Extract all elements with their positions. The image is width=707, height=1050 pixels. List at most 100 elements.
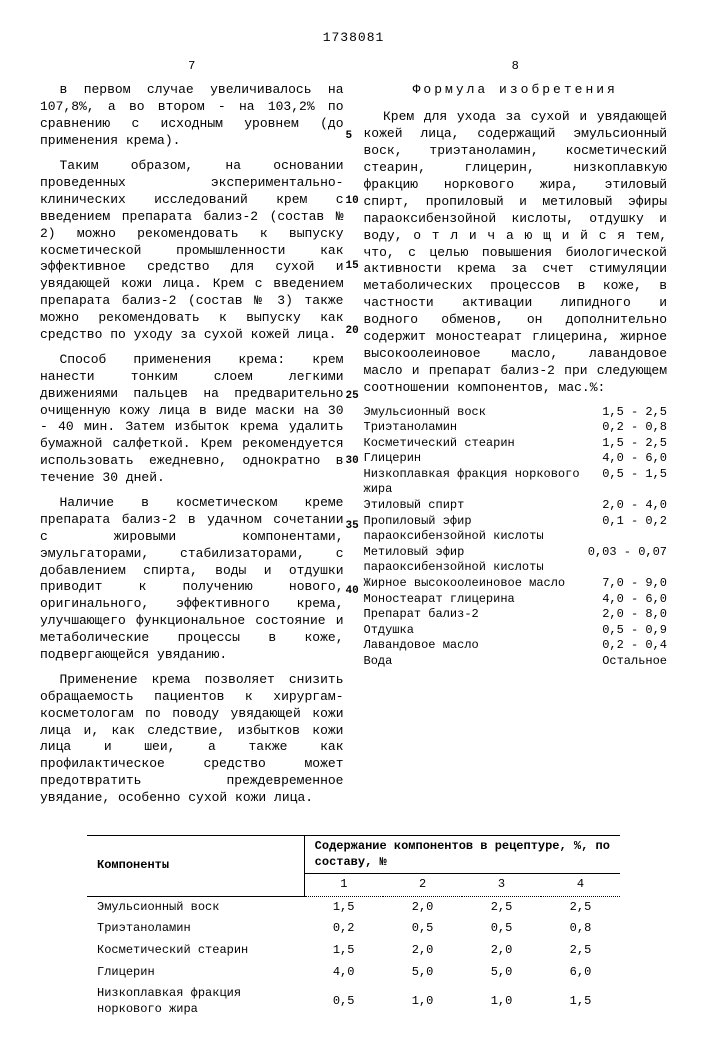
paragraph: Таким образом, на основании проведенных … (40, 158, 344, 344)
table-cell: 1,0 (462, 983, 541, 1020)
table-col-num: 4 (541, 874, 620, 897)
table-cell: Низкоплавкая фракция норкового жира (87, 983, 304, 1020)
table-cell: Эмульсионный воск (87, 896, 304, 918)
ingredient-row: Препарат бализ-2 2,0 - 8,0 (364, 607, 668, 623)
table-col-num: 1 (304, 874, 383, 897)
ingredient-name: Этиловый спирт (364, 498, 595, 514)
ingredient-row: Пропиловый эфир параоксибензойной кислот… (364, 514, 668, 545)
ingredient-row: Лавандовое масло 0,2 - 0,4 (364, 638, 668, 654)
line-marker: 30 (346, 454, 359, 468)
table-cell: 2,0 (383, 896, 462, 918)
right-column: 8 Формула изобретения 5 10 15 20 25 30 3… (364, 59, 668, 815)
ingredient-value: 4,0 - 6,0 (602, 592, 667, 608)
table-cell: 2,0 (383, 940, 462, 962)
ingredient-row: Этиловый спирт 2,0 - 4,0 (364, 498, 668, 514)
ingredient-value: 1,5 - 2,5 (602, 405, 667, 421)
ingredient-value: 7,0 - 9,0 (602, 576, 667, 592)
table-cell: 5,0 (383, 962, 462, 984)
table-cell: 2,5 (541, 940, 620, 962)
ingredient-name: Моностеарат глицерина (364, 592, 595, 608)
ingredient-name: Жирное высокоолеиновое масло (364, 576, 595, 592)
ingredient-value: 0,2 - 0,8 (602, 420, 667, 436)
ingredient-value: 2,0 - 4,0 (602, 498, 667, 514)
table-cell: 5,0 (462, 962, 541, 984)
table-cell: 0,5 (383, 918, 462, 940)
line-marker: 20 (346, 324, 359, 338)
ingredient-row: Косметический стеарин 1,5 - 2,5 (364, 436, 668, 452)
table-row: Низкоплавкая фракция норкового жира0,51,… (87, 983, 620, 1020)
table-header-row: Компоненты Содержание компонентов в реце… (87, 836, 620, 874)
two-column-layout: 7 в первом случае увеличивалось на 107,8… (40, 59, 667, 815)
left-column: 7 в первом случае увеличивалось на 107,8… (40, 59, 344, 815)
ingredient-name: Низкоплавкая фракция норкового жира (364, 467, 595, 498)
ingredient-value: 0,1 - 0,2 (602, 514, 667, 545)
ingredient-value: Остальное (602, 654, 667, 670)
ingredient-name: Косметический стеарин (364, 436, 595, 452)
table-cell: 0,8 (541, 918, 620, 940)
table-cell: 0,5 (304, 983, 383, 1020)
table-cell: 0,2 (304, 918, 383, 940)
ingredient-row: Эмульсионный воск 1,5 - 2,5 (364, 405, 668, 421)
ingredient-name: Глицерин (364, 451, 595, 467)
table-row: Эмульсионный воск1,52,02,52,5 (87, 896, 620, 918)
ingredient-name: Пропиловый эфир параоксибензойной кислот… (364, 514, 595, 545)
table-cell: 1,5 (304, 940, 383, 962)
ingredient-value: 0,2 - 0,4 (602, 638, 667, 654)
paragraph: Способ применения крема: крем нанести то… (40, 352, 344, 487)
ingredient-row: Жирное высокоолеиновое масло 7,0 - 9,0 (364, 576, 668, 592)
table-cell: 2,0 (462, 940, 541, 962)
line-marker: 25 (346, 389, 359, 403)
table-row: Косметический стеарин1,52,02,02,5 (87, 940, 620, 962)
composition-table: Компоненты Содержание компонентов в реце… (87, 835, 620, 1020)
table-cell: 0,5 (462, 918, 541, 940)
ingredient-name: Эмульсионный воск (364, 405, 595, 421)
claim-text: Крем для ухода за сухой и увядающей коже… (364, 109, 668, 396)
table-cell: 1,5 (541, 983, 620, 1020)
ingredient-name: Лавандовое масло (364, 638, 595, 654)
table-cell: 6,0 (541, 962, 620, 984)
table-cell: Триэтаноламин (87, 918, 304, 940)
page-number-right: 8 (364, 59, 668, 75)
ingredient-value: 0,03 - 0,07 (588, 545, 667, 576)
table-row: Глицерин4,05,05,06,0 (87, 962, 620, 984)
ingredients-list: Эмульсионный воск 1,5 - 2,5 Триэтаноламин… (364, 405, 668, 670)
table-cell: 4,0 (304, 962, 383, 984)
ingredient-row: Метиловый эфир параоксибензойной кислоты… (364, 545, 668, 576)
table-cell: 1,5 (304, 896, 383, 918)
ingredient-value: 2,0 - 8,0 (602, 607, 667, 623)
ingredient-row: Отдушка 0,5 - 0,9 (364, 623, 668, 639)
table-cell: 1,0 (383, 983, 462, 1020)
table-cell: 2,5 (462, 896, 541, 918)
ingredient-value: 0,5 - 0,9 (602, 623, 667, 639)
paragraph: Применение крема позволяет снизить обращ… (40, 672, 344, 807)
table-cell: Глицерин (87, 962, 304, 984)
line-marker: 10 (346, 194, 359, 208)
table-cell: 2,5 (541, 896, 620, 918)
ingredient-name: Отдушка (364, 623, 595, 639)
table-col-num: 2 (383, 874, 462, 897)
table-row: Триэтаноламин0,20,50,50,8 (87, 918, 620, 940)
paragraph: в первом случае увеличивалось на 107,8%,… (40, 82, 344, 150)
ingredient-row: Моностеарат глицерина 4,0 - 6,0 (364, 592, 668, 608)
ingredient-name: Метиловый эфир параоксибензойной кислоты (364, 545, 580, 576)
table-col-num: 3 (462, 874, 541, 897)
page-number-left: 7 (40, 59, 344, 75)
ingredient-value: 0,5 - 1,5 (602, 467, 667, 498)
ingredient-row: Глицерин 4,0 - 6,0 (364, 451, 668, 467)
ingredient-row: Низкоплавкая фракция норкового жира0,5 -… (364, 467, 668, 498)
ingredient-name: Вода (364, 654, 595, 670)
ingredient-row: Триэтаноламин0,2 - 0,8 (364, 420, 668, 436)
line-marker: 15 (346, 259, 359, 273)
line-marker: 35 (346, 519, 359, 533)
line-marker: 40 (346, 584, 359, 598)
table-header: Компоненты (87, 836, 304, 897)
table-cell: Косметический стеарин (87, 940, 304, 962)
table-header: Содержание компонентов в рецептуре, %, п… (304, 836, 620, 874)
ingredient-name: Препарат бализ-2 (364, 607, 595, 623)
document-number: 1738081 (40, 30, 667, 47)
ingredient-value: 4,0 - 6,0 (602, 451, 667, 467)
formula-title: Формула изобретения (364, 82, 668, 99)
ingredient-row: Вода Остальное (364, 654, 668, 670)
ingredient-value: 1,5 - 2,5 (602, 436, 667, 452)
paragraph: Наличие в косметическом креме препарата … (40, 495, 344, 664)
